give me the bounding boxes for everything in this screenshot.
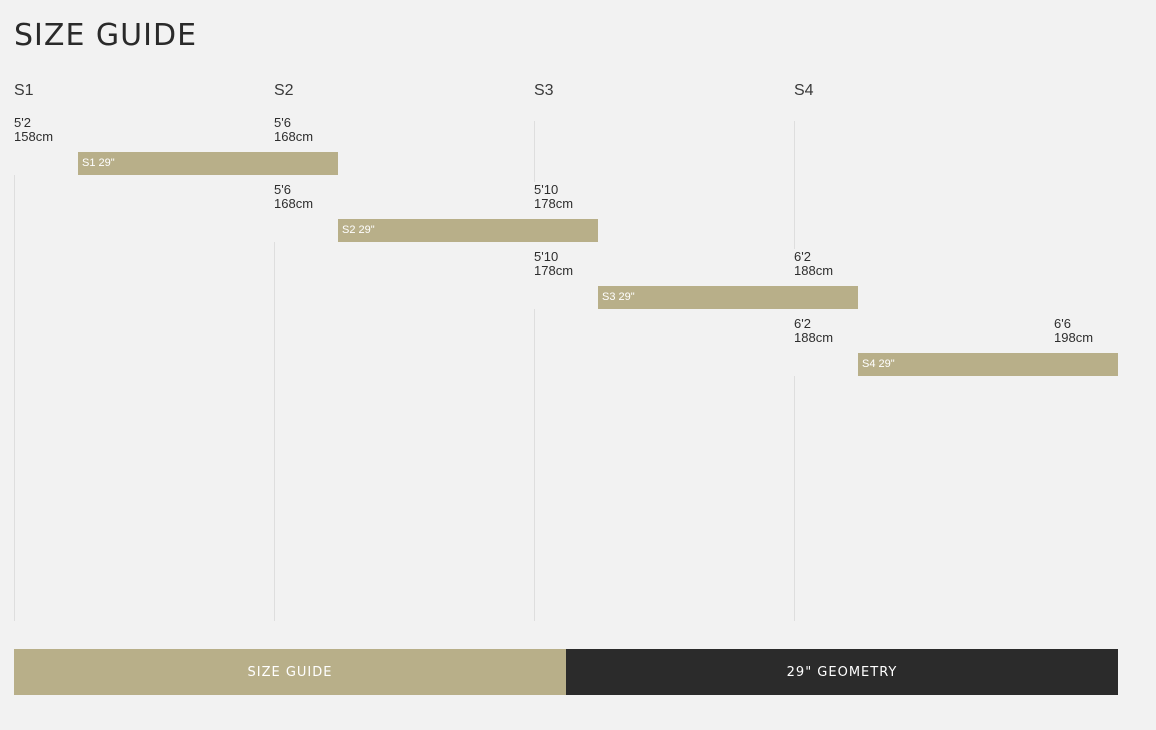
height-min-s4: 6'2 188cm [794,317,833,345]
guideline-s4-lower [794,376,795,621]
guideline-s2 [274,242,275,621]
tab-size-guide[interactable]: SIZE GUIDE [14,649,566,695]
size-bar-s2: S2 29" [338,219,598,242]
column-header-s4: S4 [794,82,814,99]
height-cm: 178cm [534,263,574,278]
height-min-s3: 5'10 178cm [534,250,573,278]
height-ft: 5'2 [14,115,31,130]
height-max-s1: 5'6 168cm [274,116,313,144]
height-cm: 158cm [14,129,54,144]
guideline-s3-lower [534,309,535,621]
size-bar-s4: S4 29" [858,353,1118,376]
height-cm: 178cm [534,196,574,211]
tab-29-geometry[interactable]: 29" GEOMETRY [566,649,1118,695]
size-bar-s3: S3 29" [598,286,858,309]
height-max-s2: 5'10 178cm [534,183,573,211]
height-cm: 168cm [274,196,314,211]
column-header-s2: S2 [274,82,294,99]
height-ft: 6'6 [1054,316,1071,331]
height-ft: 5'6 [274,182,291,197]
height-ft: 5'6 [274,115,291,130]
guideline-s4-upper [794,121,795,249]
height-min-s1: 5'2 158cm [14,116,53,144]
height-cm: 198cm [1054,330,1094,345]
tab-bar: SIZE GUIDE 29" GEOMETRY [14,649,1118,695]
size-bar-s1: S1 29" [78,152,338,175]
height-max-s4: 6'6 198cm [1054,317,1093,345]
page-title: SIZE GUIDE [14,18,198,53]
height-ft: 6'2 [794,249,811,264]
height-min-s2: 5'6 168cm [274,183,313,211]
height-cm: 168cm [274,129,314,144]
guideline-s3-upper [534,121,535,182]
column-header-s3: S3 [534,82,554,99]
height-cm: 188cm [794,330,834,345]
guideline-s1 [14,175,15,621]
height-max-s3: 6'2 188cm [794,250,833,278]
height-cm: 188cm [794,263,834,278]
height-ft: 6'2 [794,316,811,331]
height-ft: 5'10 [534,182,559,197]
height-ft: 5'10 [534,249,559,264]
column-header-s1: S1 [14,82,34,99]
